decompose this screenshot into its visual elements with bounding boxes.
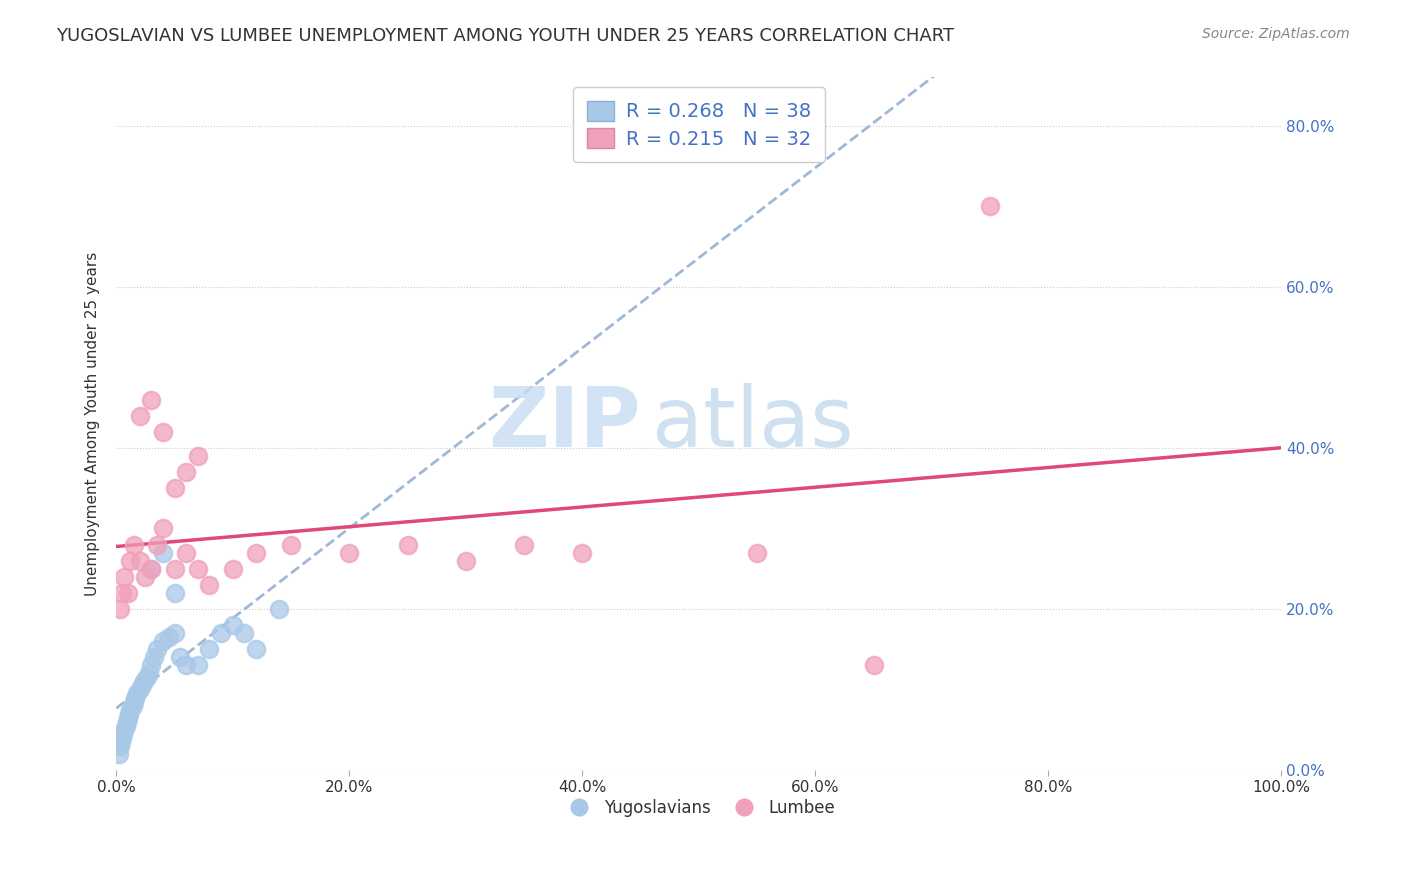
Point bbox=[122, 694, 145, 708]
Point bbox=[245, 642, 267, 657]
Point bbox=[118, 706, 141, 721]
Point bbox=[222, 562, 245, 576]
Point bbox=[108, 739, 131, 753]
Text: Source: ZipAtlas.com: Source: ZipAtlas.com bbox=[1202, 27, 1350, 41]
Point bbox=[141, 658, 163, 673]
Point bbox=[108, 602, 131, 616]
Point bbox=[454, 553, 477, 567]
Point bbox=[131, 678, 153, 692]
Point bbox=[111, 731, 134, 745]
Point bbox=[124, 690, 146, 705]
Point bbox=[198, 578, 221, 592]
Point bbox=[146, 537, 169, 551]
Point bbox=[141, 562, 163, 576]
Point bbox=[122, 537, 145, 551]
Point bbox=[745, 545, 768, 559]
Point bbox=[117, 711, 139, 725]
Point bbox=[157, 630, 180, 644]
Text: atlas: atlas bbox=[652, 384, 853, 464]
Point bbox=[128, 409, 150, 423]
Point bbox=[163, 562, 186, 576]
Point bbox=[174, 545, 197, 559]
Point bbox=[142, 650, 165, 665]
Point bbox=[128, 553, 150, 567]
Point bbox=[245, 545, 267, 559]
Point bbox=[163, 626, 186, 640]
Point bbox=[141, 392, 163, 407]
Point bbox=[117, 586, 139, 600]
Point bbox=[209, 626, 232, 640]
Point bbox=[152, 545, 174, 559]
Point bbox=[152, 634, 174, 648]
Point bbox=[233, 626, 256, 640]
Y-axis label: Unemployment Among Youth under 25 years: Unemployment Among Youth under 25 years bbox=[86, 252, 100, 596]
Point bbox=[269, 602, 291, 616]
Point bbox=[134, 674, 156, 689]
Point bbox=[146, 642, 169, 657]
Point bbox=[135, 670, 157, 684]
Point bbox=[174, 465, 197, 479]
Point bbox=[111, 586, 134, 600]
Text: ZIP: ZIP bbox=[488, 384, 641, 464]
Point bbox=[112, 723, 135, 737]
Point bbox=[187, 562, 209, 576]
Point bbox=[121, 698, 143, 713]
Point bbox=[141, 562, 163, 576]
Point bbox=[128, 682, 150, 697]
Point bbox=[396, 537, 419, 551]
Point bbox=[163, 481, 186, 495]
Point bbox=[138, 666, 160, 681]
Point bbox=[862, 658, 884, 673]
Point bbox=[174, 658, 197, 673]
Point bbox=[114, 719, 136, 733]
Point bbox=[152, 521, 174, 535]
Point bbox=[979, 199, 1001, 213]
Point bbox=[169, 650, 191, 665]
Point bbox=[115, 714, 138, 729]
Point bbox=[187, 658, 209, 673]
Point bbox=[127, 686, 149, 700]
Point bbox=[198, 642, 221, 657]
Point bbox=[222, 618, 245, 632]
Point bbox=[134, 570, 156, 584]
Point bbox=[513, 537, 536, 551]
Point bbox=[187, 449, 209, 463]
Point bbox=[337, 545, 360, 559]
Point bbox=[110, 735, 132, 749]
Point bbox=[120, 703, 142, 717]
Point bbox=[112, 727, 135, 741]
Legend: Yugoslavians, Lumbee: Yugoslavians, Lumbee bbox=[555, 793, 842, 824]
Text: YUGOSLAVIAN VS LUMBEE UNEMPLOYMENT AMONG YOUTH UNDER 25 YEARS CORRELATION CHART: YUGOSLAVIAN VS LUMBEE UNEMPLOYMENT AMONG… bbox=[56, 27, 955, 45]
Point bbox=[280, 537, 302, 551]
Point bbox=[112, 570, 135, 584]
Point bbox=[152, 425, 174, 439]
Point bbox=[107, 747, 129, 761]
Point bbox=[120, 553, 142, 567]
Point bbox=[571, 545, 593, 559]
Point bbox=[163, 586, 186, 600]
